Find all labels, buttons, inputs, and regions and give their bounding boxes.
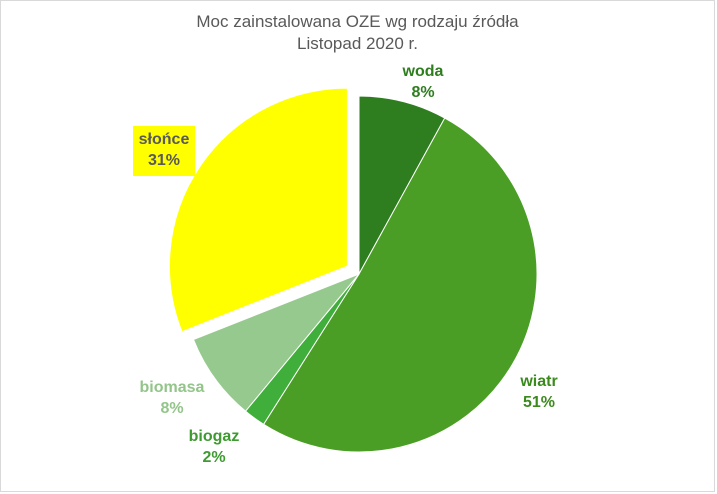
data-label-name-woda: woda bbox=[402, 63, 444, 80]
data-label-słońce: słońce 31% bbox=[133, 126, 195, 176]
data-label-biogaz: biogaz 2% bbox=[189, 428, 240, 466]
data-label-name-biomasa: biomasa bbox=[140, 379, 205, 396]
data-label-pct-woda: 8% bbox=[411, 84, 434, 101]
pie-slice-wiatr bbox=[262, 117, 538, 453]
data-label-pct-słońce: 31% bbox=[148, 152, 180, 169]
data-label-bg-słońce bbox=[133, 126, 195, 176]
data-label-name-wiatr: wiatr bbox=[519, 373, 557, 390]
data-label-pct-wiatr: 51% bbox=[523, 394, 555, 411]
pie-slice-słońce bbox=[168, 87, 348, 333]
chart-title-line2: Listopad 2020 r. bbox=[297, 34, 418, 53]
data-label-woda: woda 8% bbox=[402, 63, 444, 101]
chart-title-line1: Moc zainstalowana OZE wg rodzaju źródła bbox=[196, 12, 519, 31]
pie-slice-woda bbox=[358, 95, 446, 275]
data-label-biomasa: biomasa 8% bbox=[140, 379, 205, 417]
chart-title: Moc zainstalowana OZE wg rodzaju źródła … bbox=[1, 11, 714, 55]
data-label-name-biogaz: biogaz bbox=[189, 428, 240, 445]
data-label-pct-biogaz: 2% bbox=[202, 449, 225, 466]
pie-slice-biomasa bbox=[192, 273, 360, 412]
data-label-pct-biomasa: 8% bbox=[160, 400, 183, 417]
data-label-name-słońce: słońce bbox=[139, 131, 190, 148]
data-label-wiatr: wiatr 51% bbox=[519, 373, 557, 411]
